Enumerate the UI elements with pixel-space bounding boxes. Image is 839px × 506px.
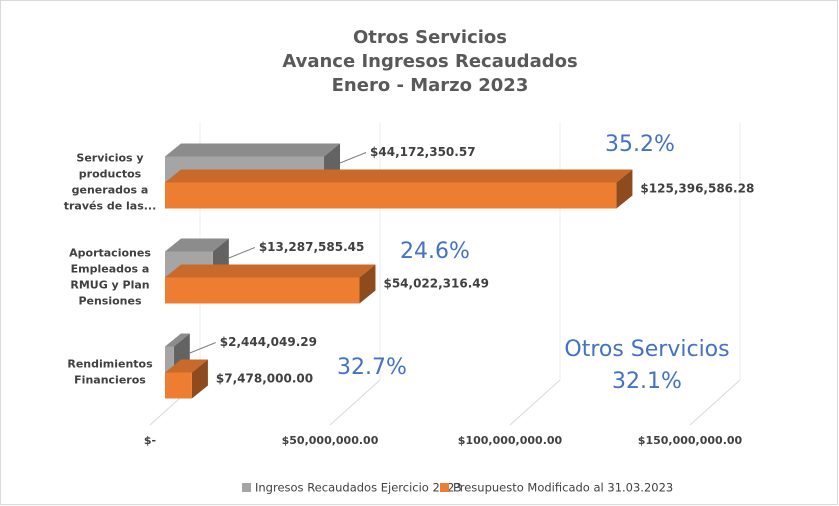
bar-side — [616, 169, 633, 209]
bar-top — [165, 359, 208, 373]
grid-line — [329, 379, 381, 426]
data-label: $44,172,350.57 — [370, 145, 476, 159]
bar-top — [165, 264, 376, 278]
bar-top — [165, 169, 633, 183]
leader-line — [339, 152, 367, 164]
bar-top — [165, 333, 190, 347]
y-tick-label: Servicios y productos generados a través de… — [64, 152, 157, 213]
x-tick-label: $100,000,000.00 — [458, 434, 563, 447]
x-tick-label: $- — [144, 434, 156, 447]
annotation: 32.1% — [612, 369, 682, 394]
x-tick-label: $150,000,000.00 — [638, 434, 743, 447]
data-label: $7,478,000.00 — [216, 372, 313, 386]
annotation: 32.7% — [337, 355, 407, 380]
annotation: 35.2% — [605, 132, 675, 157]
y-tick-label: Rendimientos Financieros — [67, 358, 153, 387]
grid-line — [689, 379, 741, 426]
bar-side — [359, 264, 376, 304]
x-tick-label: $50,000,000.00 — [282, 434, 379, 447]
data-label: $2,444,049.29 — [220, 335, 317, 349]
bar-top — [165, 143, 341, 157]
data-label: $54,022,316.49 — [383, 277, 489, 291]
bar — [165, 277, 360, 304]
bar — [165, 182, 617, 209]
legend-swatch — [242, 483, 251, 492]
leader-line — [189, 342, 216, 354]
y-tick-label: Aportaciones Empleados a RMUG y Plan Pensio… — [69, 247, 151, 308]
annotation: 24.6% — [400, 239, 470, 264]
data-label: $125,396,586.28 — [640, 182, 754, 196]
bar-top — [165, 238, 229, 252]
chart-title: Otros Servicios — [353, 27, 507, 48]
chart-title: Enero - Marzo 2023 — [332, 75, 529, 96]
bar — [165, 372, 192, 399]
grid-line — [509, 379, 561, 426]
legend-label: Ingresos Recaudados Ejercicio 2023 — [255, 481, 462, 495]
legend-label: Presupuesto Modificado al 31.03.2023 — [453, 481, 673, 495]
bar-side — [191, 359, 208, 399]
annotation: Otros Servicios — [564, 337, 729, 362]
legend-swatch — [440, 483, 449, 492]
chart-title: Avance Ingresos Recaudados — [282, 51, 577, 72]
leader-line — [228, 247, 256, 259]
data-label: $13,287,585.45 — [259, 240, 365, 254]
bar — [165, 346, 174, 373]
